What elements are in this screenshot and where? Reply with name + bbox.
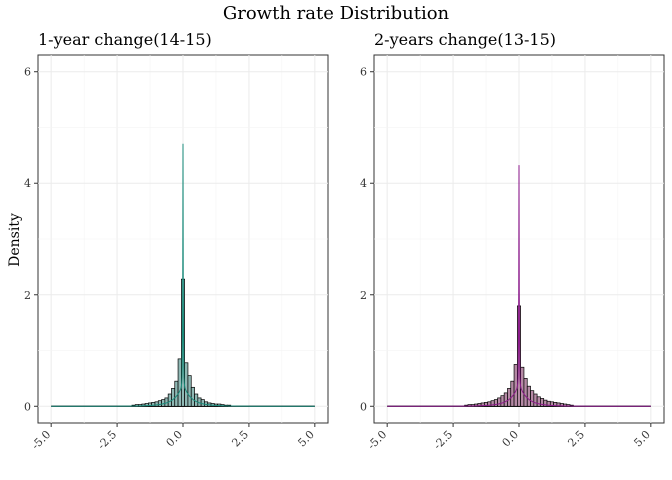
x-tick-label: -2.5	[431, 428, 455, 452]
histogram-bar	[167, 393, 172, 407]
x-tick-label: -2.5	[95, 428, 119, 452]
histogram-bar	[513, 364, 518, 407]
histogram-bar	[523, 378, 528, 407]
y-axis-ticks: 0 2 4 6	[360, 66, 374, 413]
y-tick-label: 6	[360, 66, 367, 79]
x-tick-label: 5.0	[295, 428, 317, 450]
histogram-bar	[194, 393, 199, 407]
density-line	[51, 143, 315, 407]
histogram-bar	[526, 385, 531, 407]
y-axis-label: Density	[7, 213, 23, 267]
y-tick-label: 0	[24, 400, 31, 413]
y-tick-label: 2	[24, 289, 31, 302]
panel-title: 1-year change(14-15)	[38, 30, 212, 49]
histogram-bar	[507, 388, 512, 407]
x-axis-ticks: -5.0 -2.5 0.0 2.5 5.0	[365, 423, 653, 452]
x-tick-label: 2.5	[565, 428, 587, 450]
x-tick-label: 2.5	[229, 428, 251, 450]
histogram-bar	[536, 396, 541, 407]
histogram-bar	[184, 362, 189, 407]
histogram-bar	[171, 388, 176, 407]
y-axis-ticks: 0 2 4 6	[24, 66, 38, 413]
density-line	[387, 165, 651, 407]
histogram-bar	[503, 392, 508, 407]
y-tick-label: 0	[360, 400, 367, 413]
histogram-bar	[157, 400, 162, 407]
y-tick-label: 6	[24, 66, 31, 79]
histogram-bar	[154, 401, 159, 407]
histogram-bar	[190, 386, 195, 407]
figure-title: Growth rate Distribution	[223, 3, 450, 24]
x-tick-label: -5.0	[365, 428, 389, 452]
panel-1-year: 1-year change(14-15) -5.0 -2.5 0.0 2.5 5.0 0…	[24, 30, 329, 452]
y-tick-label: 2	[360, 289, 367, 302]
x-tick-label: -5.0	[29, 428, 53, 452]
x-tick-label: 0.0	[500, 428, 522, 450]
x-tick-label: 0.0	[164, 428, 186, 450]
histogram-bar	[530, 390, 535, 407]
panel-2-years: 2-years change(13-15) -5.0 -2.5 0.0 2.5 5.0 …	[360, 30, 665, 452]
histogram-bar	[177, 358, 182, 407]
histogram-bar	[493, 399, 498, 407]
histogram-bar	[200, 399, 205, 407]
panel-title: 2-years change(13-15)	[374, 30, 556, 49]
x-tick-label: 5.0	[631, 428, 653, 450]
histogram-bar	[187, 375, 192, 407]
histogram-bars	[387, 305, 651, 407]
y-tick-label: 4	[360, 177, 367, 190]
histogram-bar	[497, 397, 502, 407]
density-curve	[51, 143, 315, 407]
histogram-bar	[174, 380, 179, 407]
histogram-bar	[161, 399, 166, 407]
histogram-bar	[510, 380, 515, 407]
y-tick-label: 4	[24, 177, 31, 190]
x-axis-ticks: -5.0 -2.5 0.0 2.5 5.0	[29, 423, 317, 452]
density-curve	[387, 165, 651, 407]
histogram-bar	[533, 393, 538, 407]
histogram-bar	[500, 395, 505, 407]
